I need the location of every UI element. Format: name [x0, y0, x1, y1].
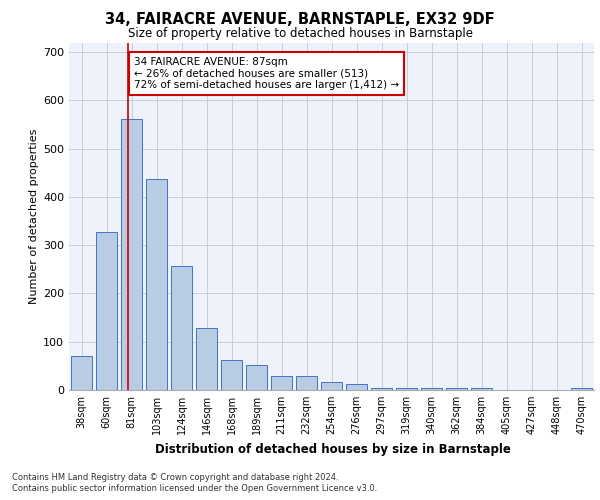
Bar — [246, 365, 267, 390]
Bar — [71, 356, 92, 390]
Bar — [421, 388, 442, 390]
Bar — [146, 179, 167, 390]
Bar — [371, 388, 392, 390]
Text: Distribution of detached houses by size in Barnstaple: Distribution of detached houses by size … — [155, 442, 511, 456]
Bar — [96, 232, 117, 390]
Bar — [346, 384, 367, 390]
Bar — [196, 328, 217, 390]
Bar — [121, 119, 142, 390]
Bar — [271, 376, 292, 390]
Text: 34 FAIRACRE AVENUE: 87sqm
← 26% of detached houses are smaller (513)
72% of semi: 34 FAIRACRE AVENUE: 87sqm ← 26% of detac… — [134, 57, 399, 90]
Text: Size of property relative to detached houses in Barnstaple: Size of property relative to detached ho… — [128, 28, 473, 40]
Bar — [471, 388, 492, 390]
Bar — [446, 388, 467, 390]
Bar — [171, 266, 192, 390]
Text: Contains HM Land Registry data © Crown copyright and database right 2024.: Contains HM Land Registry data © Crown c… — [12, 472, 338, 482]
Y-axis label: Number of detached properties: Number of detached properties — [29, 128, 39, 304]
Bar — [396, 388, 417, 390]
Bar — [321, 382, 342, 390]
Bar — [296, 376, 317, 390]
Bar — [571, 388, 592, 390]
Text: 34, FAIRACRE AVENUE, BARNSTAPLE, EX32 9DF: 34, FAIRACRE AVENUE, BARNSTAPLE, EX32 9D… — [105, 12, 495, 28]
Bar — [221, 360, 242, 390]
Text: Contains public sector information licensed under the Open Government Licence v3: Contains public sector information licen… — [12, 484, 377, 493]
